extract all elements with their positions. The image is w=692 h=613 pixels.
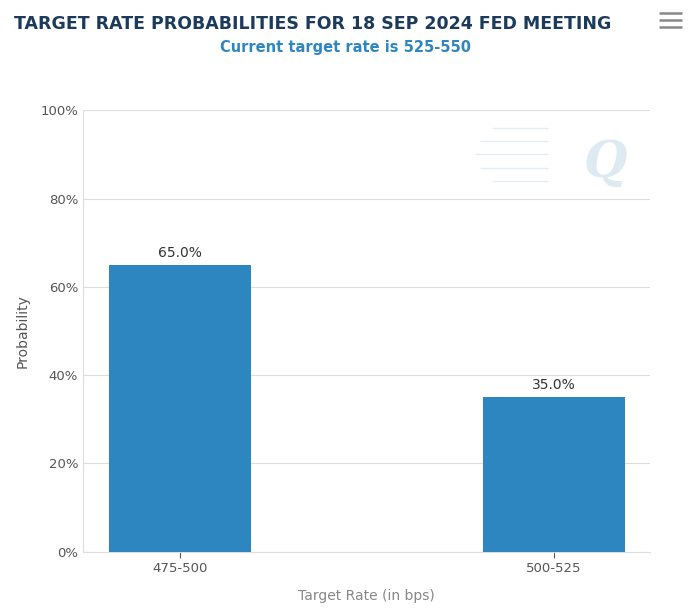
X-axis label: Target Rate (in bps): Target Rate (in bps) bbox=[298, 589, 435, 603]
Bar bbox=[109, 265, 251, 552]
Text: TARGET RATE PROBABILITIES FOR 18 SEP 2024 FED MEETING: TARGET RATE PROBABILITIES FOR 18 SEP 202… bbox=[14, 15, 611, 33]
Text: 35.0%: 35.0% bbox=[531, 378, 576, 392]
Text: Q: Q bbox=[583, 139, 627, 188]
Text: 65.0%: 65.0% bbox=[158, 246, 202, 259]
Bar bbox=[482, 397, 625, 552]
Text: Current target rate is 525-550: Current target rate is 525-550 bbox=[221, 40, 471, 55]
Y-axis label: Probability: Probability bbox=[15, 294, 29, 368]
